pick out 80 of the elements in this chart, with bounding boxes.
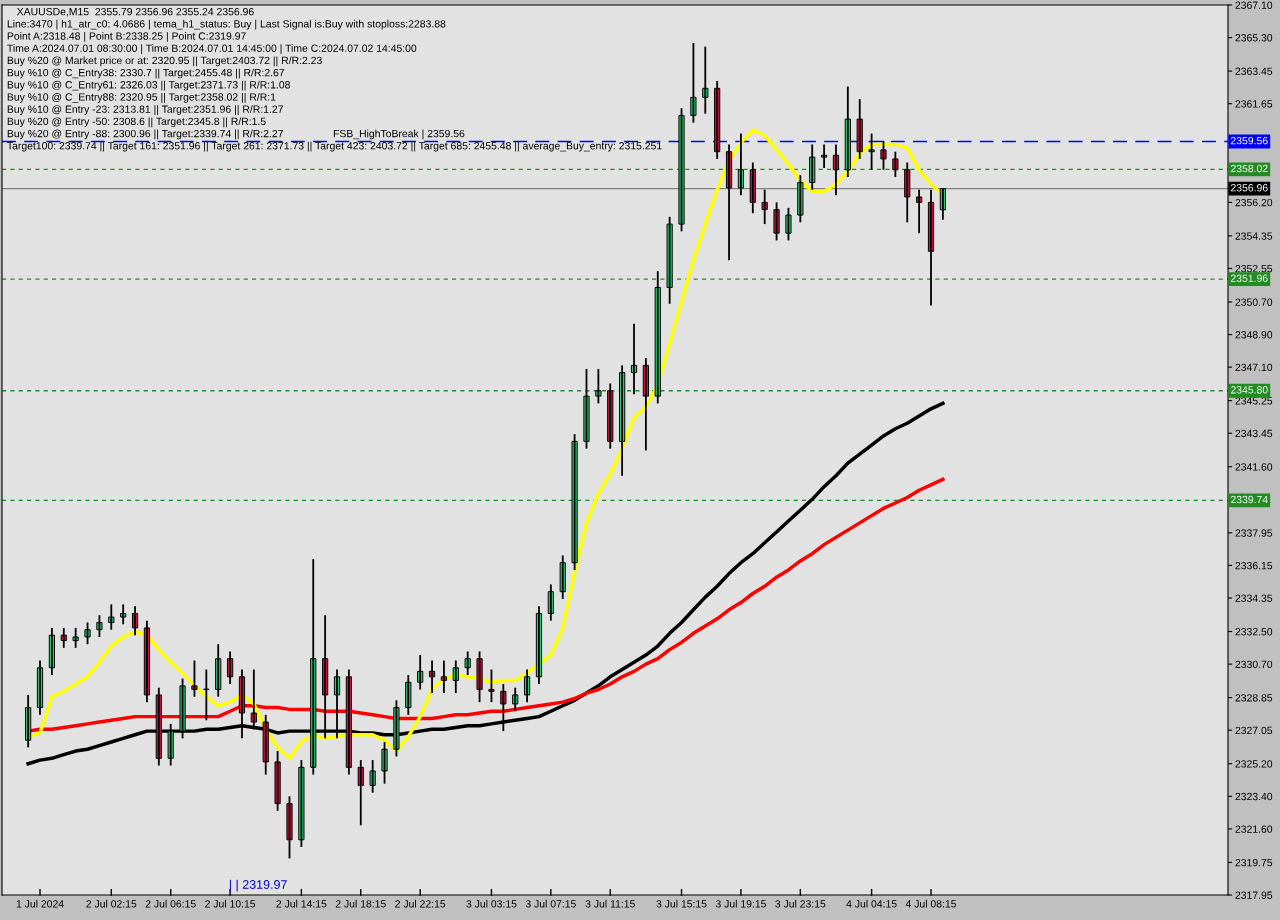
chart-title: XAUUSDe,M15 2355.79 2356.96 2355.24 2356.96 <box>16 7 254 17</box>
ref-line-label: 2339.74 <box>1230 495 1268 504</box>
annotation: Buy %10 @ Entry -23: 2313.81 || Target:2351.96 || R/R:1.27 <box>7 105 283 115</box>
y-tick-label: 2361.65 <box>1235 100 1273 108</box>
x-tick-label: 2 Jul 18:15 <box>335 899 386 908</box>
y-tick-label: 2323.40 <box>1235 792 1273 801</box>
candlestick <box>84 621 91 646</box>
candlestick <box>203 668 210 722</box>
ref-line-label: 2356.96 <box>1230 184 1268 192</box>
annotation: Target100: 2339.74 || Target 161: 2351.96 || Target 261: 2371.73 || Target 423: 2403.72 || Target 685: 2455.48 || average_Buy_entry: 2315.251 <box>7 141 662 152</box>
y-tick-label: 2367.10 <box>1235 1 1273 9</box>
candlestick <box>690 42 697 124</box>
y-tick-label: 2337.95 <box>1235 529 1273 537</box>
ref-line-label: 2351.96 <box>1230 274 1268 282</box>
x-tick-label: 3 Jul 07:15 <box>525 899 576 908</box>
x-tick-label: 3 Jul 03:15 <box>466 899 517 908</box>
annotation: Time A:2024.07.01 08:30:00 | Time B:2024.07.01 14:45:00 | Time C:2024.07.02 14:45:00 <box>7 44 417 54</box>
candlestick <box>678 107 685 233</box>
x-tick-label: 2 Jul 14:15 <box>276 899 327 908</box>
x-tick-label: 3 Jul 19:15 <box>715 899 766 908</box>
candlestick <box>476 650 483 704</box>
y-tick-label: 2345.25 <box>1235 397 1273 405</box>
y-tick-label: 2356.20 <box>1235 198 1273 207</box>
annotation: FSB_HighToBreak | 2359.56 <box>333 129 465 140</box>
ref-line-label: 2359.56 <box>1230 136 1268 145</box>
y-tick-label: 2321.60 <box>1235 825 1273 833</box>
y-tick-label: 2336.15 <box>1235 561 1273 570</box>
y-tick-label: 2350.70 <box>1235 298 1273 306</box>
y-tick-label: 2334.35 <box>1235 594 1273 602</box>
annotation: Buy %20 @ Entry -50: 2308.6 || Target:2345.8 || R/R:1.5 <box>7 117 266 128</box>
y-tick-label: 2354.35 <box>1235 232 1273 240</box>
y-tick-label: 2319.75 <box>1235 858 1273 867</box>
x-tick-label: 4 Jul 08:15 <box>905 899 957 908</box>
y-tick-label: 2347.10 <box>1235 363 1273 372</box>
y-tick-label: 2325.20 <box>1235 760 1273 768</box>
annotation: Point A:2318.48 | Point B:2338.25 | Point C:2319.97 <box>7 32 246 42</box>
candlestick <box>179 677 186 740</box>
x-tick-label: 3 Jul 11:15 <box>585 899 635 908</box>
x-tick-label: 2 Jul 02:15 <box>86 899 137 908</box>
annotation: Buy %20 @ Entry -88: 2300.96 || Target:2339.74 || R/R:2.27 <box>7 129 283 140</box>
candlestick <box>868 132 875 171</box>
x-tick-label: 2 Jul 10:15 <box>205 899 256 908</box>
y-tick-label: 2317.95 <box>1235 891 1273 899</box>
x-tick-label: 2 Jul 06:15 <box>145 899 196 908</box>
candlestick <box>488 668 495 704</box>
y-tick-label: 2330.70 <box>1235 660 1273 668</box>
candlestick <box>583 368 590 450</box>
annotation: Buy %20 @ Market price or at: 2320.95 || Target:2403.72 || R/R:2.23 <box>7 56 322 67</box>
ref-line-label: 2358.02 <box>1230 164 1268 173</box>
x-tick-label: 1 Jul 2024 <box>16 899 64 908</box>
y-tick-label: 2328.85 <box>1235 694 1273 702</box>
x-tick-label: 3 Jul 23:15 <box>775 899 826 908</box>
candlestick <box>785 206 792 242</box>
candlestick <box>595 368 602 405</box>
y-tick-label: 2365.30 <box>1235 34 1273 42</box>
candlestick <box>773 201 780 242</box>
annotation: Buy %10 @ C_Entry61: 2326.03 || Target:2371.73 || R/R:1.08 <box>7 80 290 91</box>
annotation: | | 2319.97 <box>229 879 287 892</box>
ref-line-label: 2345.80 <box>1230 386 1268 394</box>
candlestick <box>381 741 388 785</box>
x-tick-label: 4 Jul 04:15 <box>846 899 897 908</box>
candlestick <box>191 659 198 698</box>
y-tick-label: 2348.90 <box>1235 331 1273 339</box>
candlestick <box>393 699 400 758</box>
annotation: Buy %10 @ C_Entry38: 2330.7 || Target:2455.48 || R/R:2.67 <box>7 68 285 79</box>
x-tick-label: 3 Jul 15:15 <box>656 899 707 908</box>
y-tick-label: 2352.55 <box>1235 264 1273 273</box>
y-tick-label: 2341.60 <box>1235 463 1273 471</box>
y-tick-label: 2363.45 <box>1235 67 1273 75</box>
candlestick <box>96 614 103 638</box>
y-tick-label: 2343.45 <box>1235 429 1273 438</box>
annotation: Line:3470 | h1_atr_c0: 4.0686 | tema_h1_status: Buy | Last Signal is:Buy with stoploss:2283.88 <box>7 19 446 30</box>
annotation: Buy %10 @ C_Entry88: 2320.95 || Target:2358.02 || R/R:1 <box>7 93 276 103</box>
candlestick <box>108 603 115 631</box>
candlestick <box>880 139 887 171</box>
x-tick-label: 2 Jul 22:15 <box>395 899 446 908</box>
y-tick-label: 2332.50 <box>1235 628 1273 636</box>
y-tick-label: 2327.05 <box>1235 726 1273 735</box>
candlestick <box>286 795 293 860</box>
line-series <box>26 401 945 766</box>
